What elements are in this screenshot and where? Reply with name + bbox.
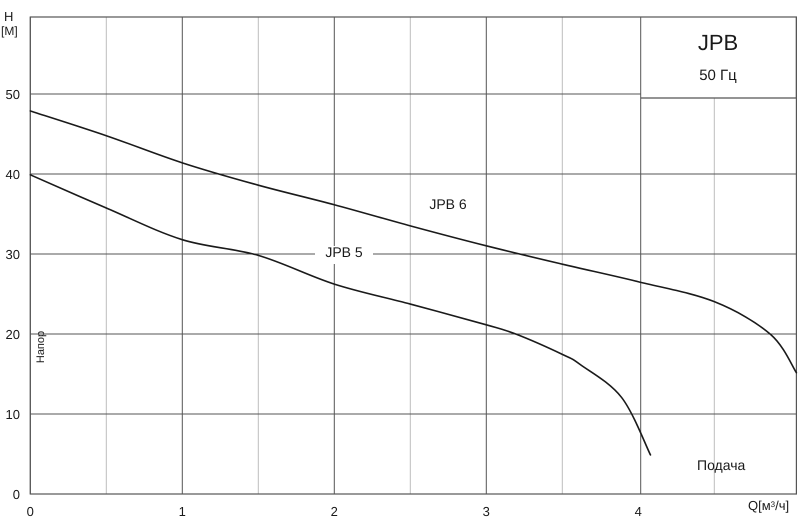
svg-text:10: 10 (6, 407, 20, 422)
svg-text:40: 40 (6, 167, 20, 182)
svg-text:2: 2 (331, 504, 338, 519)
svg-text:Подача: Подача (697, 457, 745, 473)
svg-text:[М]: [М] (1, 24, 18, 38)
svg-text:Q[м3/ч]: Q[м3/ч] (748, 498, 789, 513)
svg-text:JPB 6: JPB 6 (429, 196, 467, 212)
svg-text:50 Гц: 50 Гц (699, 67, 737, 84)
svg-text:1: 1 (179, 504, 186, 519)
svg-text:30: 30 (6, 247, 20, 262)
svg-text:JPB 5: JPB 5 (325, 244, 363, 260)
svg-text:50: 50 (6, 87, 20, 102)
svg-text:Напор: Напор (35, 331, 47, 363)
svg-text:H: H (4, 9, 13, 24)
svg-text:0: 0 (13, 487, 20, 502)
svg-text:3: 3 (483, 504, 490, 519)
svg-text:0: 0 (27, 504, 34, 519)
svg-text:JPB: JPB (698, 30, 738, 55)
svg-text:4: 4 (635, 504, 642, 519)
svg-text:20: 20 (6, 327, 20, 342)
